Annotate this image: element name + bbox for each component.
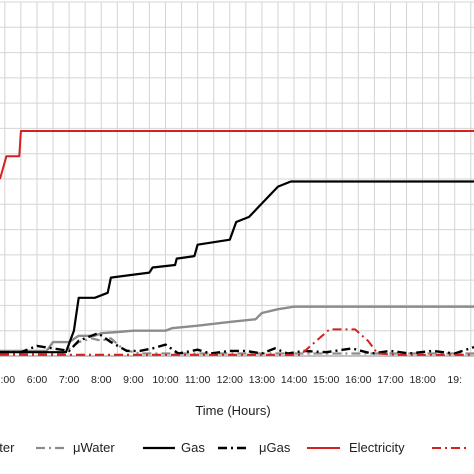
legend-label-2: Gas [181,440,205,455]
x-tick-label: 8:00 [91,374,112,386]
x-tick-label: 15:00 [313,374,339,386]
x-tick-label: 10:00 [152,374,178,386]
x-tick-label: 11:00 [185,374,211,386]
series-line-4 [0,130,474,180]
x-tick-label: 9:00 [123,374,144,386]
x-tick-label: 16:00 [345,374,371,386]
series-line-5 [0,328,474,356]
x-axis-title: Time (Hours) [195,403,270,418]
x-tick-label: 7:00 [59,374,80,386]
x-tick-label: 14:00 [281,374,307,386]
x-tick-label: 5:00 [0,374,15,386]
legend-label-3: μGas [259,440,291,455]
series-line-2 [0,180,474,354]
chart-grid [0,1,474,357]
x-tick-label: 12:00 [217,374,243,386]
legend-label-1: μWater [73,440,115,455]
x-tick-label: 18:00 [409,374,435,386]
x-tick-label: 6:00 [27,374,48,386]
legend-label-0: ater [0,440,15,455]
legend-label-4: Electricity [349,440,405,455]
x-tick-labels: 5:00 6:00 7:00 8:00 9:00 10:00 11:00 12:00 13:00… [0,374,462,386]
x-tick-label: 17:00 [377,374,403,386]
series-line-0 [0,305,474,353]
x-tick-label: 13:00 [249,374,275,386]
x-tick-label: 19: [447,374,462,386]
series-lines [0,130,474,356]
legend: aterμWaterGasμGasElectricityμ [0,440,466,455]
series-line-3 [0,332,474,355]
